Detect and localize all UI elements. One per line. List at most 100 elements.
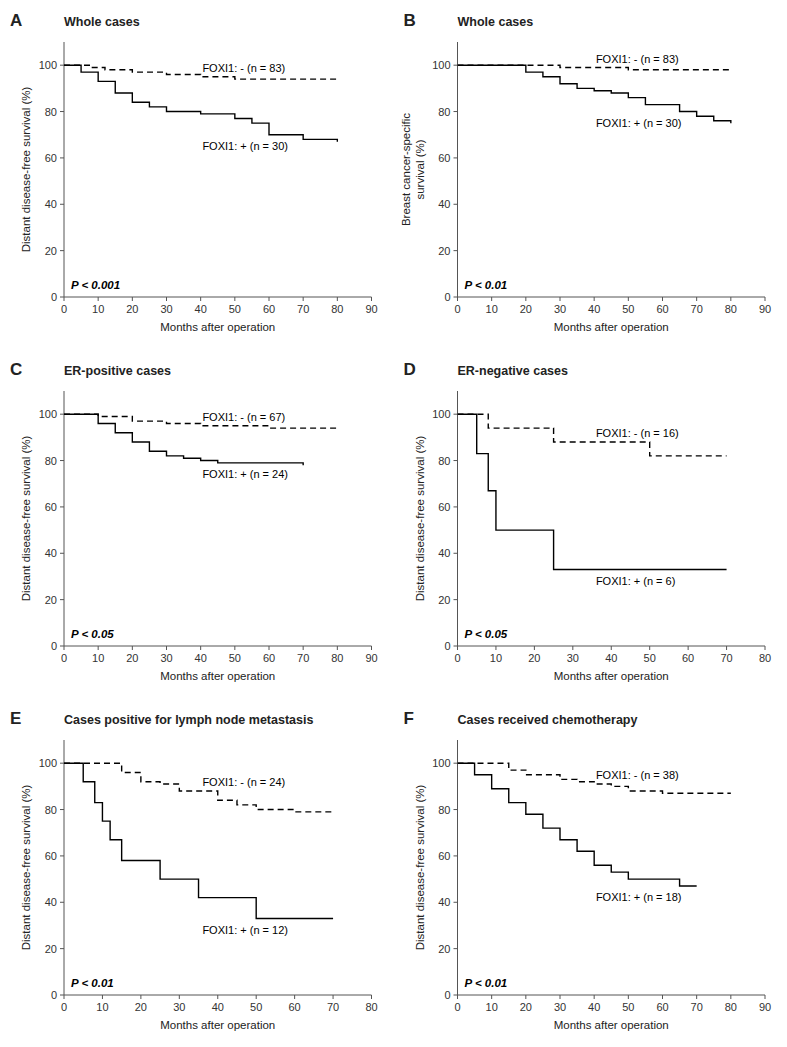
y-tick [454,599,458,600]
km-curve [458,414,727,456]
x-tick-label: 80 [331,652,343,664]
y-tick [454,204,458,205]
y-tick-label: 20 [45,943,57,955]
panel: DER-negative cases0102030405060708002040… [404,360,772,682]
title: ER-positive cases [64,364,171,378]
y-tick-label: 80 [45,106,57,118]
x-tick [491,297,492,301]
y-tick [454,157,458,158]
y-tick [454,111,458,112]
curve-label: FOXI1: - (n = 24) [202,776,285,788]
x-tick-label: 20 [520,303,532,315]
x-tick [611,646,612,650]
x-tick-label: 90 [759,1001,771,1013]
curve-label: FOXI1: - (n = 16) [596,427,679,439]
y-tick [454,250,458,251]
x-tick-label: 0 [454,652,460,664]
p-value: P < 0.05 [71,628,114,640]
x-tick-label: 40 [605,652,617,664]
x-tick [269,297,270,301]
x-tick [688,646,689,650]
x-tick-label: 80 [365,1001,377,1013]
curve-label: FOXI1: - (n = 38) [596,769,679,781]
x-tick-label: 80 [725,1001,737,1013]
title: ER-negative cases [458,364,569,378]
x-tick-label: 80 [331,303,343,315]
x-tick-label: 70 [691,1001,703,1013]
x-tick-label: 60 [289,1001,301,1013]
km-curve [64,763,333,812]
y-tick-label: 100 [432,59,450,71]
x-tick [649,646,650,650]
y-axis-label: Distant disease-free survival (%) [414,436,426,602]
x-tick [696,297,697,301]
title: Cases positive for lymph node metastasis [64,713,313,727]
y-axis [457,740,458,995]
y-tick [60,855,64,856]
y-tick-label: 0 [51,640,57,652]
x-tick [333,995,334,999]
x-tick-label: 50 [644,652,656,664]
y-tick-label: 20 [45,245,57,257]
x-tick [200,297,201,301]
plot-area [64,763,333,918]
x-tick [560,297,561,301]
y-tick-label: 80 [45,804,57,816]
y-tick-label: 20 [45,594,57,606]
x-tick [64,646,65,650]
x-tick-label: 0 [61,303,67,315]
km-curve [64,763,333,918]
x-tick [132,646,133,650]
km-curve [458,763,697,886]
x-tick-label: 70 [327,1001,339,1013]
curve-label: FOXI1: + (n = 6) [596,575,675,587]
x-tick [534,646,535,650]
x-tick-label: 40 [212,1001,224,1013]
x-tick-label: 60 [263,303,275,315]
x-tick [166,646,167,650]
y-tick-label: 60 [45,501,57,513]
y-tick-label: 60 [45,152,57,164]
y-tick [60,250,64,251]
y-tick [454,553,458,554]
x-tick-label: 60 [682,652,694,664]
x-tick [594,297,595,301]
title: Cases received chemotherapy [458,713,638,727]
x-axis [64,297,372,298]
x-tick-label: 0 [454,303,460,315]
plot-area [458,414,727,569]
y-tick [454,65,458,66]
y-tick [60,157,64,158]
x-tick [371,646,372,650]
x-tick [64,995,65,999]
x-tick [628,995,629,999]
x-axis-label: Months after operation [554,321,669,333]
x-tick-label: 30 [160,303,172,315]
x-tick-label: 10 [96,1001,108,1013]
km-curve [458,414,727,569]
y-tick-label: 100 [432,408,450,420]
y-tick [60,646,64,647]
x-tick [696,995,697,999]
x-tick-label: 70 [297,303,309,315]
x-tick-label: 60 [263,652,275,664]
y-tick [60,995,64,996]
y-tick-label: 0 [444,989,450,1001]
x-tick [303,297,304,301]
y-tick [454,995,458,996]
x-tick-label: 30 [554,1001,566,1013]
y-tick-label: 100 [39,59,57,71]
x-tick-label: 20 [528,652,540,664]
x-tick-label: 10 [486,1001,498,1013]
x-tick-label: 10 [92,652,104,664]
y-tick-label: 80 [45,455,57,467]
x-tick-label: 70 [297,652,309,664]
x-tick [560,995,561,999]
panel-label: E [10,709,21,728]
x-tick [765,646,766,650]
y-tick [454,646,458,647]
y-tick-label: 80 [438,106,450,118]
x-tick-label: 30 [173,1001,185,1013]
x-tick [525,995,526,999]
x-tick-label: 90 [759,303,771,315]
